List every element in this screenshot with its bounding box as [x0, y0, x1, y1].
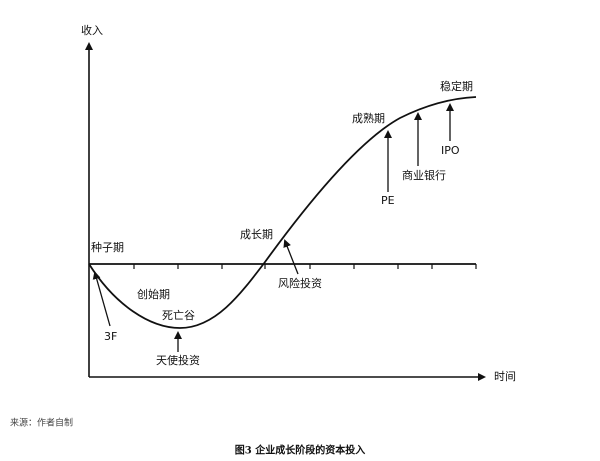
- stage-label: 成熟期: [352, 111, 385, 125]
- arrow: [283, 239, 299, 275]
- arrow: [92, 271, 111, 327]
- funding-label: 3F: [104, 330, 117, 343]
- funding-label: 商业银行: [402, 168, 446, 182]
- stage-label: 死亡谷: [162, 308, 195, 322]
- funding-label: PE: [381, 194, 395, 207]
- stage-label: 稳定期: [440, 79, 473, 93]
- source-note: 来源：作者自制: [10, 417, 73, 429]
- x-axis-label: 时间: [494, 370, 516, 383]
- baseline: [89, 263, 477, 269]
- y-axis-label: 收入: [81, 23, 103, 37]
- stage-label: 创始期: [137, 287, 170, 301]
- caption: 图3 企业成长阶段的资本投入: [235, 444, 365, 457]
- funding-label: 天使投资: [156, 353, 200, 367]
- stage-label: 成长期: [240, 228, 273, 241]
- funding-label: 风险投资: [278, 276, 322, 290]
- stage-label: 种子期: [91, 240, 124, 254]
- funding-label: IPO: [441, 144, 460, 157]
- growth-curve: [88, 96, 477, 329]
